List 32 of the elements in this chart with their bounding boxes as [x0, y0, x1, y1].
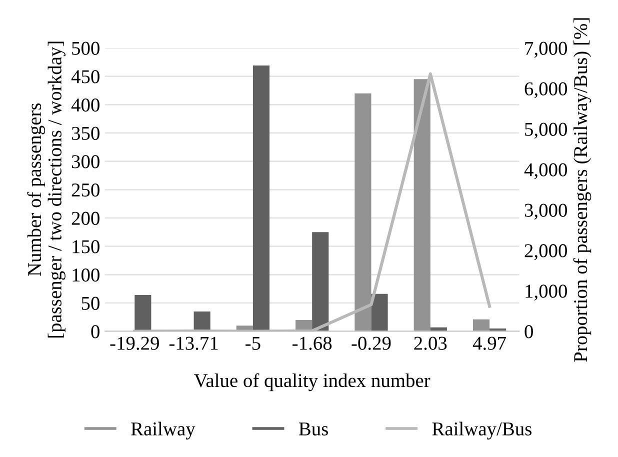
legend-label: Railway — [131, 422, 196, 440]
y-tick-label: 0 — [91, 325, 100, 338]
x-tick-label: -13.71 — [169, 336, 218, 350]
y-tick-label: 450 — [71, 70, 100, 84]
legend-label: Bus — [298, 422, 328, 436]
y-tick-label: 500 — [72, 42, 100, 55]
x-tick-label: -0.29 — [352, 336, 391, 350]
y-tick-label: 50 — [82, 296, 100, 310]
y-tick-label: 150 — [72, 240, 100, 254]
legend-label: Railway/Bus — [432, 422, 532, 440]
y-tick-label: 250 — [72, 183, 100, 197]
x-tick-label: -1.68 — [292, 336, 332, 350]
y-tick-label: 400 — [71, 98, 100, 112]
y-tick-label: 200 — [72, 212, 100, 225]
y2-tick-label: 4,000 — [524, 163, 567, 180]
y-tick-label: 350 — [72, 126, 100, 140]
y2-axis-title: Proportion of passengers (Railway/Bus) [%] — [573, 18, 592, 362]
y2-tick-label: 1,000 — [526, 284, 567, 301]
x-tick-label: 2.03 — [414, 336, 447, 350]
x-tick-label: -5 — [246, 336, 260, 350]
y2-tick-label: 2,000 — [524, 244, 567, 260]
y-tick-label: 100 — [72, 268, 100, 282]
y2-tick-label: 3,000 — [524, 204, 567, 220]
y-axis-title: Number of passengers [passenger / two directions / workday] — [27, 42, 66, 338]
y2-tick-label: 6,000 — [524, 82, 567, 98]
y2-tick-label: 0 — [524, 325, 533, 338]
y2-tick-label: 5,000 — [525, 122, 567, 139]
y-tick-label: 300 — [72, 155, 100, 168]
x-tick-label: 4.97 — [472, 336, 506, 350]
x-tick-label: -19.29 — [110, 336, 159, 350]
x-axis-title: Value of quality index number — [194, 373, 430, 392]
y2-tick-label: 7,000 — [525, 42, 567, 58]
